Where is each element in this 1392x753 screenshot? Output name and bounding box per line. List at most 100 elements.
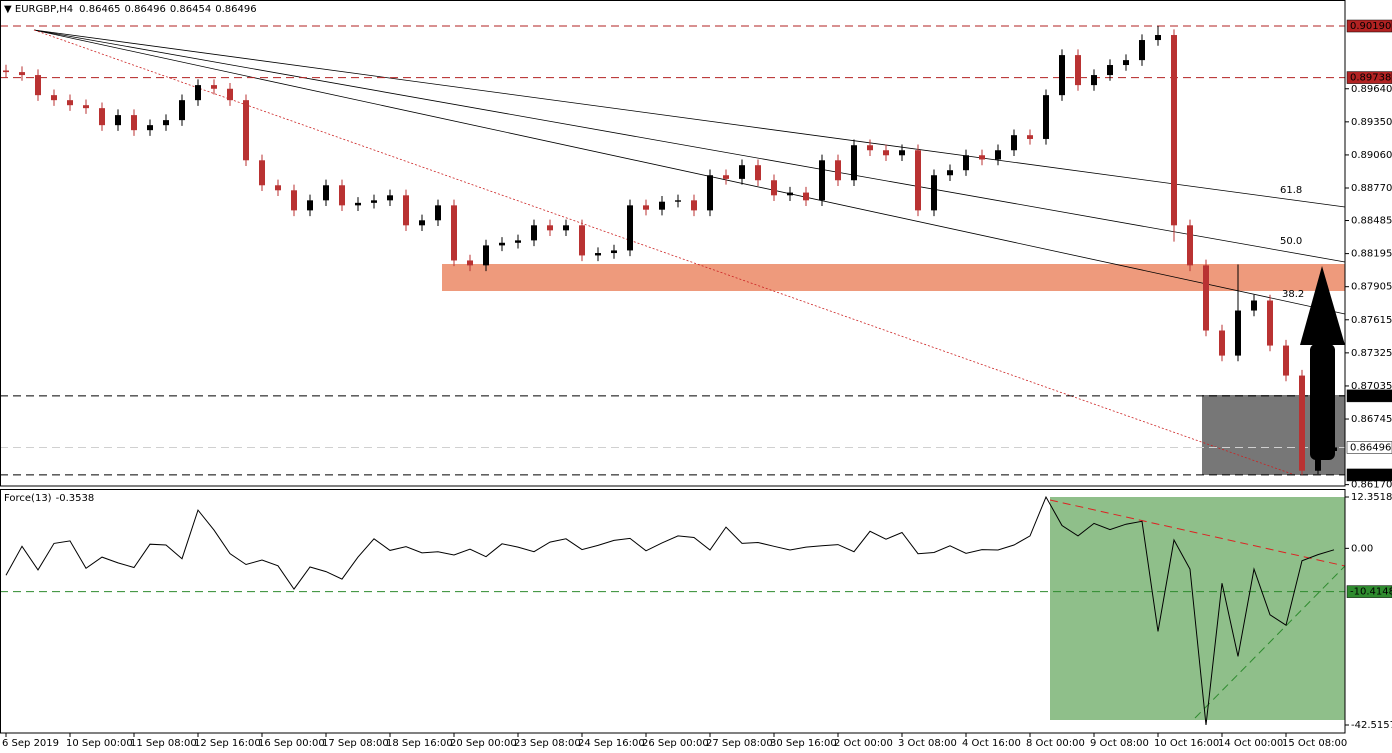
last-low: 0.86454 (170, 4, 211, 15)
candle-body (355, 202, 361, 206)
indicator-last: -0.3538 (56, 493, 95, 504)
indicator-panel-border (0, 489, 1346, 734)
candle-body (979, 155, 985, 160)
up-arrow-head (1300, 266, 1345, 345)
candle-body (275, 185, 281, 191)
level-label-box (1346, 441, 1392, 454)
y-tick-label: 0.88195 (1351, 249, 1392, 260)
candle-body (163, 120, 169, 126)
candle-body (995, 150, 1001, 160)
candle-body (35, 75, 41, 96)
y-tick-label: 0.89640 (1351, 84, 1392, 95)
trend-line (33, 29, 1296, 476)
main-panel-border (0, 0, 1346, 487)
candle-body (179, 100, 185, 121)
candle-body (3, 70, 9, 73)
candle-body (579, 225, 585, 256)
symbol: ▼ (4, 4, 15, 15)
candle-body (659, 201, 665, 210)
candle-body (1251, 300, 1257, 311)
y-tick-label: 0.86745 (1351, 414, 1392, 425)
candle-body (211, 85, 217, 89)
candle-body (515, 240, 521, 243)
candle-body (1139, 40, 1145, 61)
candle-body (1315, 450, 1321, 471)
last-high: 0.86496 (125, 4, 166, 15)
candle-body (739, 165, 745, 179)
x-tick-label: 15 Oct 08:00 (1282, 738, 1347, 749)
level-label-box (1346, 71, 1392, 84)
fan-label: 38.2 (1282, 289, 1304, 300)
x-tick-label: 12 Sep 16:00 (194, 738, 261, 749)
candle-body (803, 192, 809, 201)
indicator-title: Force(13) (4, 493, 52, 504)
indicator-trend-line (1049, 499, 1346, 567)
candle-body (899, 150, 905, 156)
y-tick-label: 0.88770 (1351, 183, 1392, 194)
level-label: 0.86255 (1350, 470, 1391, 481)
candle-body (723, 175, 729, 179)
candle-body (403, 195, 409, 226)
candle-body (755, 165, 761, 181)
candle-body (1187, 225, 1193, 266)
fan-label: 61.8 (1280, 185, 1302, 196)
candle-body (963, 155, 969, 171)
axis-labels: 0.89640 0.89350 0.89060 0.88770 0.88485 0.881… (2, 19, 1392, 749)
candle-body (259, 160, 265, 186)
x-tick-label: 10 Oct 16:00 (1154, 738, 1219, 749)
candle-body (51, 95, 57, 101)
resistance-zone (442, 264, 1345, 291)
x-tick-label: 16 Sep 00:00 (258, 738, 325, 749)
last-close: 0.86496 (215, 4, 256, 15)
level-label-box (1346, 585, 1392, 598)
y-tick-label: 0.86170 (1351, 480, 1392, 491)
candle-body (787, 192, 793, 196)
candle-body (1075, 55, 1081, 86)
level-label: -10.4148 (1350, 587, 1392, 598)
candle-body (915, 150, 921, 211)
candle-body (115, 115, 121, 126)
y-tick-label: 0.87325 (1351, 348, 1392, 359)
x-tick-label: 26 Sep 00:00 (642, 738, 709, 749)
level-label: 0.89738 (1350, 73, 1391, 84)
indicator-trend-line (1194, 565, 1346, 719)
last-open: 0.86465 (79, 4, 120, 15)
candle-body (1027, 135, 1033, 139)
indicator-zone (1050, 497, 1345, 720)
candle-body (1299, 375, 1305, 471)
fan-line (33, 29, 1346, 263)
candle-body (243, 100, 249, 161)
levels (0, 25, 1345, 593)
y-tick-label: 0.89060 (1351, 150, 1392, 161)
candle-body (771, 180, 777, 196)
indicator-header: Force(13) -0.3538 (4, 493, 94, 504)
candle-body (1011, 135, 1017, 151)
candle-body (675, 200, 681, 202)
y-tick-label: 0.87035 (1351, 381, 1392, 392)
level-label-box (1346, 19, 1392, 33)
candle-body (563, 225, 569, 231)
candle-body (707, 175, 713, 211)
candle-body (611, 250, 617, 254)
x-tick-label: 3 Oct 08:00 (898, 738, 957, 749)
x-tick-label: 4 Oct 16:00 (962, 738, 1021, 749)
up-arrow-shaft (1310, 344, 1335, 460)
symbol-title: EURGBP,H4 (15, 4, 73, 15)
y-tick-label: 0.88485 (1351, 216, 1392, 227)
level-label: 0.86948 (1350, 391, 1391, 402)
candle-body (819, 160, 825, 201)
candle-body (483, 245, 489, 266)
symbol-header: ▼ EURGBP,H4 0.86465 0.86496 0.86454 0.86496 (4, 4, 257, 15)
candle-body (83, 105, 89, 109)
x-tick-label: 2 Oct 00:00 (834, 738, 893, 749)
level-label: 0.86496 (1350, 442, 1391, 453)
candle-body (1171, 35, 1177, 226)
candle-body (867, 145, 873, 151)
candle-body (531, 225, 537, 241)
candle-body (467, 260, 473, 266)
x-tick-label: 11 Sep 08:00 (130, 738, 197, 749)
candle-body (435, 205, 441, 221)
candle-body (1043, 95, 1049, 139)
